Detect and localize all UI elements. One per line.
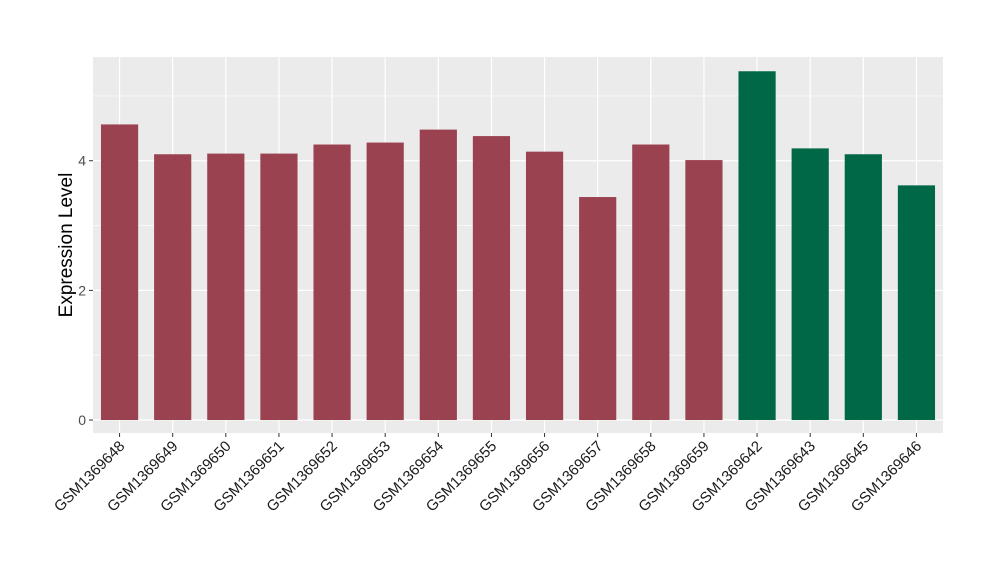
bar-GSM1369643	[791, 148, 829, 421]
bar-GSM1369657	[579, 197, 617, 421]
bar-GSM1369655	[472, 136, 511, 421]
y-tick-label: 4	[78, 153, 86, 169]
x-axis: GSM1369648GSM1369649GSM1369650GSM1369651…	[51, 433, 925, 515]
bar-GSM1369652	[313, 144, 351, 421]
bars	[100, 71, 936, 421]
y-axis-title: Expression Level	[56, 173, 77, 318]
bar-GSM1369659	[685, 160, 723, 421]
bar-GSM1369654	[419, 129, 457, 421]
bar-GSM1369650	[207, 153, 245, 421]
bar-GSM1369656	[525, 151, 564, 421]
bar-GSM1369648	[100, 124, 139, 421]
bar-GSM1369642	[738, 71, 776, 421]
bar-GSM1369653	[366, 142, 404, 421]
bar-GSM1369658	[632, 144, 670, 421]
y-tick-label: 2	[78, 282, 86, 298]
y-tick-label: 0	[78, 412, 86, 428]
bar-GSM1369646	[897, 185, 936, 421]
bar-GSM1369645	[844, 154, 882, 421]
y-axis: 0 2 4	[78, 153, 93, 428]
bar-GSM1369651	[260, 153, 298, 421]
bar-GSM1369649	[154, 154, 192, 421]
